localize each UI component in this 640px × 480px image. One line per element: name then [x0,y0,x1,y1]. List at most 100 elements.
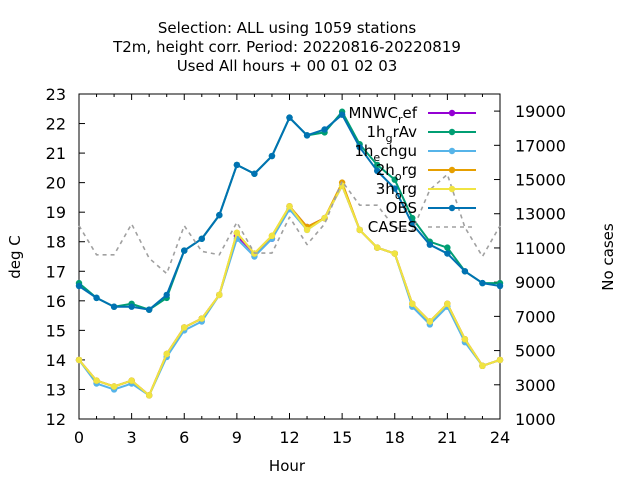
data-point-OBS [444,250,451,257]
data-point-3h_org [233,229,241,237]
data-point-3h_org [391,250,398,257]
x-tick-label: 9 [232,428,242,447]
data-point-OBS [216,211,223,219]
data-point-OBS [321,126,328,133]
data-point-3h_org [496,356,504,364]
data-point-3h_org [181,324,188,331]
data-point-OBS [461,268,469,275]
title-line-2: T2m, height corr. Period: 20220816-20220… [112,38,461,56]
plot-frame [78,93,501,420]
data-point-OBS [93,294,100,302]
data-point-3h_org [93,377,100,384]
y-axis-label: deg C [6,235,24,279]
data-point-OBS [75,282,83,290]
data-point-OBS [268,152,276,160]
y-tick-label: 13 [46,380,66,399]
data-point-OBS [198,235,205,242]
y2-tick-label: 11000 [515,239,566,258]
legend-label-main: CASES [368,218,417,236]
legend-label-main: 1h [367,123,386,141]
y-tick-label: 20 [46,174,66,193]
data-point-3h_org [286,203,293,210]
y-tick-label: 12 [46,410,66,429]
legend-marker-1h_grAv [448,128,456,136]
data-point-OBS [163,291,170,299]
data-point-OBS [128,303,135,310]
legend-label-1h_echgu: 1hechgu [354,142,417,164]
x-tick-label: 24 [490,428,510,447]
data-point-3h_org [479,362,486,370]
legend-marker-OBS [448,204,456,212]
legend-label-tail: rg [402,180,417,198]
data-point-OBS [145,306,153,313]
data-point-3h_org [110,383,118,390]
data-point-3h_org [374,244,381,251]
data-point-1h_grAv [444,244,451,251]
data-point-3h_org [145,392,153,399]
y2-tick-label: 15000 [515,171,566,190]
data-point-3h_org [461,336,469,343]
data-point-OBS [391,185,398,192]
data-point-3h_org [409,300,416,307]
data-point-3h_org [75,356,83,364]
legend-marker-2h_org [448,166,456,174]
y2-axis-label: No cases [599,223,617,291]
axes: 0 3 6 9 12 15 18 21 24 12 13 14 15 16 17 18 19 20 21 22 23 10… [46,85,566,447]
x-axis-label: Hour [269,457,306,475]
legend-label-CASES: CASES [368,218,417,236]
data-point-OBS [233,161,241,169]
legend-label-subscript: o [395,189,402,202]
data-point-3h_org [268,232,276,240]
legend-label-subscript: r [398,113,403,126]
series-line-2h_org [78,181,501,397]
data-point-OBS [496,282,504,290]
data-point-OBS [286,114,293,121]
data-point-3h_org [198,315,205,322]
data-point-OBS [110,303,118,310]
legend-marker-1h_echgu [448,147,456,155]
y2-tick-label: 5000 [515,342,556,361]
y2-tick-label: 13000 [515,205,566,224]
legend-label-main: 1h [354,142,373,160]
data-point-OBS [409,220,416,228]
y-tick-label: 17 [46,262,66,281]
x-tick-label: 21 [437,428,457,447]
y2-tick-label: 17000 [515,136,566,155]
legend-label-1h_grAv: 1hgrAv [367,123,418,145]
legend-label-main: MNWC [348,104,397,122]
data-point-OBS [479,279,486,287]
data-point-3h_org [128,377,135,384]
y2-tick-label: 7000 [515,307,556,326]
y-tick-label: 18 [46,233,66,252]
x-tick-label: 6 [179,428,189,447]
data-point-OBS [356,143,363,151]
y-tick-label: 14 [46,351,66,370]
legend-label-OBS: OBS [386,199,417,217]
data-point-OBS [338,111,346,118]
y-tick-label: 21 [46,144,66,163]
x-tick-label: 3 [127,428,137,447]
legend-label-main: OBS [386,199,417,217]
y-tick-label: 19 [46,203,66,222]
legend-marker-MNWC_ref [448,109,456,117]
data-point-3h_org [216,291,223,299]
legend-label-subscript: o [395,170,402,183]
x-tick-label: 12 [279,428,299,447]
data-point-1h_grAv [391,176,398,183]
y-tick-label: 23 [46,85,66,104]
data-point-3h_org [163,350,170,358]
y2-tick-label: 1000 [515,410,556,429]
data-point-3h_org [426,318,434,325]
legend-label-tail: chgu [380,142,417,160]
legend-label-main: 3h [376,180,395,198]
series-line-CASES [78,173,501,275]
x-tick-label: 18 [385,428,405,447]
y2-tick-label: 19000 [515,102,566,121]
title-line-3: Used All hours + 00 01 02 03 [177,57,398,75]
data-point-OBS [181,247,188,254]
data-point-OBS [251,170,258,177]
data-point-3h_org [303,226,311,234]
legend-label-tail: rg [402,161,417,179]
